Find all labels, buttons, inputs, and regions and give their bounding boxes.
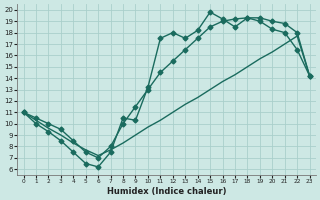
X-axis label: Humidex (Indice chaleur): Humidex (Indice chaleur) bbox=[107, 187, 226, 196]
